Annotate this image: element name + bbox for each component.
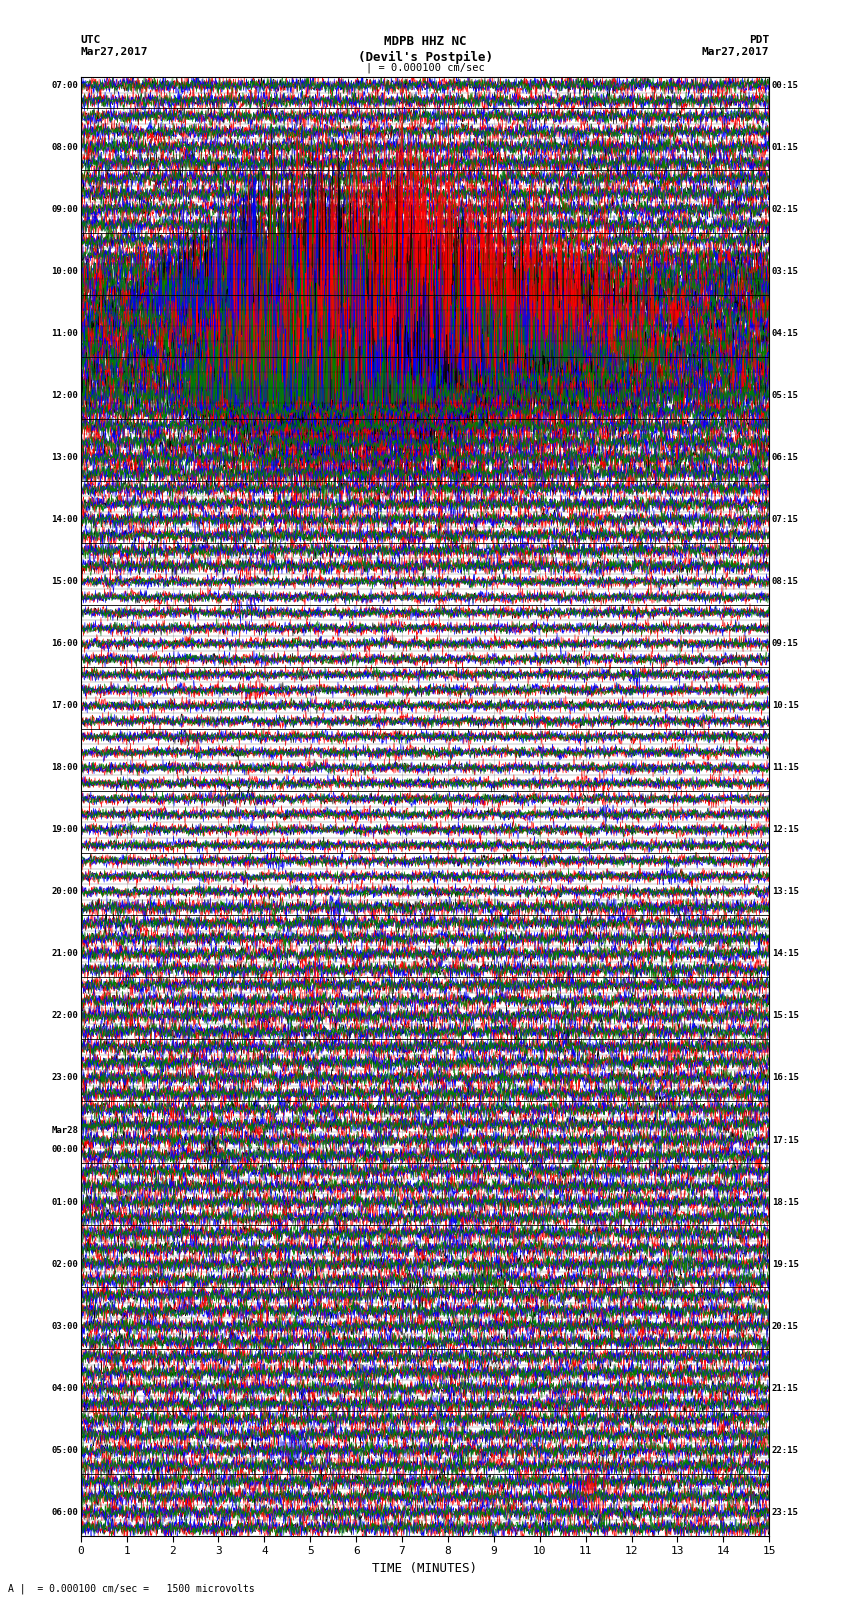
Text: 22:15: 22:15 <box>772 1445 799 1455</box>
Text: 03:15: 03:15 <box>772 266 799 276</box>
Text: 23:00: 23:00 <box>51 1074 78 1082</box>
Text: 07:15: 07:15 <box>772 515 799 524</box>
Text: 03:00: 03:00 <box>51 1321 78 1331</box>
Text: 12:00: 12:00 <box>51 390 78 400</box>
Text: 04:00: 04:00 <box>51 1384 78 1392</box>
Text: 15:00: 15:00 <box>51 577 78 586</box>
Text: 08:00: 08:00 <box>51 142 78 152</box>
Text: 14:00: 14:00 <box>51 515 78 524</box>
Text: 18:00: 18:00 <box>51 763 78 773</box>
Text: 10:00: 10:00 <box>51 266 78 276</box>
Text: 13:15: 13:15 <box>772 887 799 897</box>
Text: 16:00: 16:00 <box>51 639 78 648</box>
Text: 02:00: 02:00 <box>51 1260 78 1268</box>
Text: 15:15: 15:15 <box>772 1011 799 1021</box>
Text: 06:15: 06:15 <box>772 453 799 461</box>
Text: 04:15: 04:15 <box>772 329 799 337</box>
Text: 13:00: 13:00 <box>51 453 78 461</box>
Text: 21:00: 21:00 <box>51 950 78 958</box>
Text: 11:00: 11:00 <box>51 329 78 337</box>
Text: 01:15: 01:15 <box>772 142 799 152</box>
Text: 12:15: 12:15 <box>772 826 799 834</box>
Text: 20:00: 20:00 <box>51 887 78 897</box>
Text: 14:15: 14:15 <box>772 950 799 958</box>
Text: 23:15: 23:15 <box>772 1508 799 1516</box>
Text: 17:00: 17:00 <box>51 702 78 710</box>
Text: PDT
Mar27,2017: PDT Mar27,2017 <box>702 35 769 56</box>
Text: 00:15: 00:15 <box>772 81 799 90</box>
Text: 10:15: 10:15 <box>772 702 799 710</box>
Text: 19:00: 19:00 <box>51 826 78 834</box>
Text: A |  = 0.000100 cm/sec =   1500 microvolts: A | = 0.000100 cm/sec = 1500 microvolts <box>8 1582 255 1594</box>
Text: 20:15: 20:15 <box>772 1321 799 1331</box>
Text: 19:15: 19:15 <box>772 1260 799 1268</box>
Text: 21:15: 21:15 <box>772 1384 799 1392</box>
Text: UTC
Mar27,2017: UTC Mar27,2017 <box>81 35 148 56</box>
Text: 07:00: 07:00 <box>51 81 78 90</box>
Text: 05:15: 05:15 <box>772 390 799 400</box>
Text: 05:00: 05:00 <box>51 1445 78 1455</box>
Text: 06:00: 06:00 <box>51 1508 78 1516</box>
Text: 01:00: 01:00 <box>51 1197 78 1207</box>
Text: 08:15: 08:15 <box>772 577 799 586</box>
Text: 18:15: 18:15 <box>772 1197 799 1207</box>
Text: 17:15: 17:15 <box>772 1136 799 1145</box>
Text: | = 0.000100 cm/sec: | = 0.000100 cm/sec <box>366 63 484 74</box>
Text: 16:15: 16:15 <box>772 1074 799 1082</box>
Text: 00:00: 00:00 <box>51 1145 78 1153</box>
Text: MDPB HHZ NC
(Devil's Postpile): MDPB HHZ NC (Devil's Postpile) <box>358 35 492 63</box>
Text: 09:00: 09:00 <box>51 205 78 215</box>
Text: Mar28: Mar28 <box>51 1126 78 1136</box>
Text: 11:15: 11:15 <box>772 763 799 773</box>
Text: 09:15: 09:15 <box>772 639 799 648</box>
X-axis label: TIME (MINUTES): TIME (MINUTES) <box>372 1561 478 1574</box>
Text: 22:00: 22:00 <box>51 1011 78 1021</box>
Text: 02:15: 02:15 <box>772 205 799 215</box>
